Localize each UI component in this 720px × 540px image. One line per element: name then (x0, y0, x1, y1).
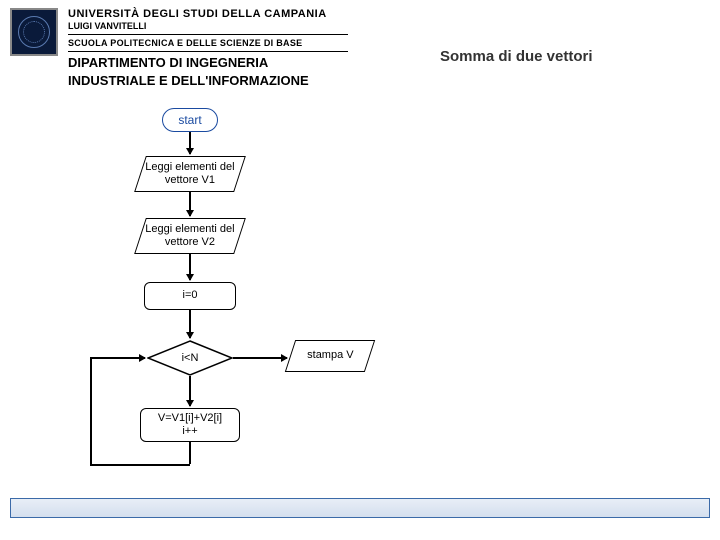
node-print: stampa V (285, 340, 375, 372)
university-name: UNIVERSITÀ DEGLI STUDI DELLA CAMPANIA (68, 8, 710, 20)
node-label: i=0 (183, 289, 198, 302)
header-text: UNIVERSITÀ DEGLI STUDI DELLA CAMPANIA LU… (68, 8, 710, 88)
edge-loop (90, 464, 190, 466)
node-label: start (178, 113, 201, 127)
edge (189, 132, 191, 154)
divider (68, 34, 348, 35)
node-label: Leggi elementi del vettore V1 (141, 159, 239, 189)
node-read-v1: Leggi elementi del vettore V1 (134, 156, 246, 192)
edge (189, 254, 191, 280)
page-title: Somma di due vettori (440, 48, 593, 65)
university-logo (10, 8, 58, 56)
edge-loop (90, 357, 92, 465)
header: UNIVERSITÀ DEGLI STUDI DELLA CAMPANIA LU… (0, 0, 720, 88)
edge-loop (189, 442, 191, 464)
department-line2: INDUSTRIALE E DELL'INFORMAZIONE (68, 73, 710, 89)
school-name: SCUOLA POLITECNICA E DELLE SCIENZE DI BA… (68, 38, 710, 48)
node-label: i<N (147, 340, 233, 376)
node-init: i=0 (144, 282, 236, 310)
university-subtitle: LUIGI VANVITELLI (68, 21, 710, 31)
node-label: stampa V (303, 347, 357, 364)
node-start: start (162, 108, 218, 132)
node-read-v2: Leggi elementi del vettore V2 (134, 218, 246, 254)
divider (68, 51, 348, 52)
footer-bar (10, 498, 710, 518)
department-line1: DIPARTIMENTO DI INGEGNERIA (68, 55, 710, 71)
edge (233, 357, 287, 359)
edge (189, 192, 191, 216)
node-assign: V=V1[i]+V2[i] i++ (140, 408, 240, 442)
edge (189, 376, 191, 406)
edge-loop (90, 357, 145, 359)
node-label: V=V1[i]+V2[i] i++ (158, 412, 222, 438)
node-decision: i<N (147, 340, 233, 376)
node-label: Leggi elementi del vettore V2 (141, 221, 239, 251)
edge (189, 310, 191, 338)
flowchart: start Leggi elementi del vettore V1 Legg… (20, 108, 380, 508)
